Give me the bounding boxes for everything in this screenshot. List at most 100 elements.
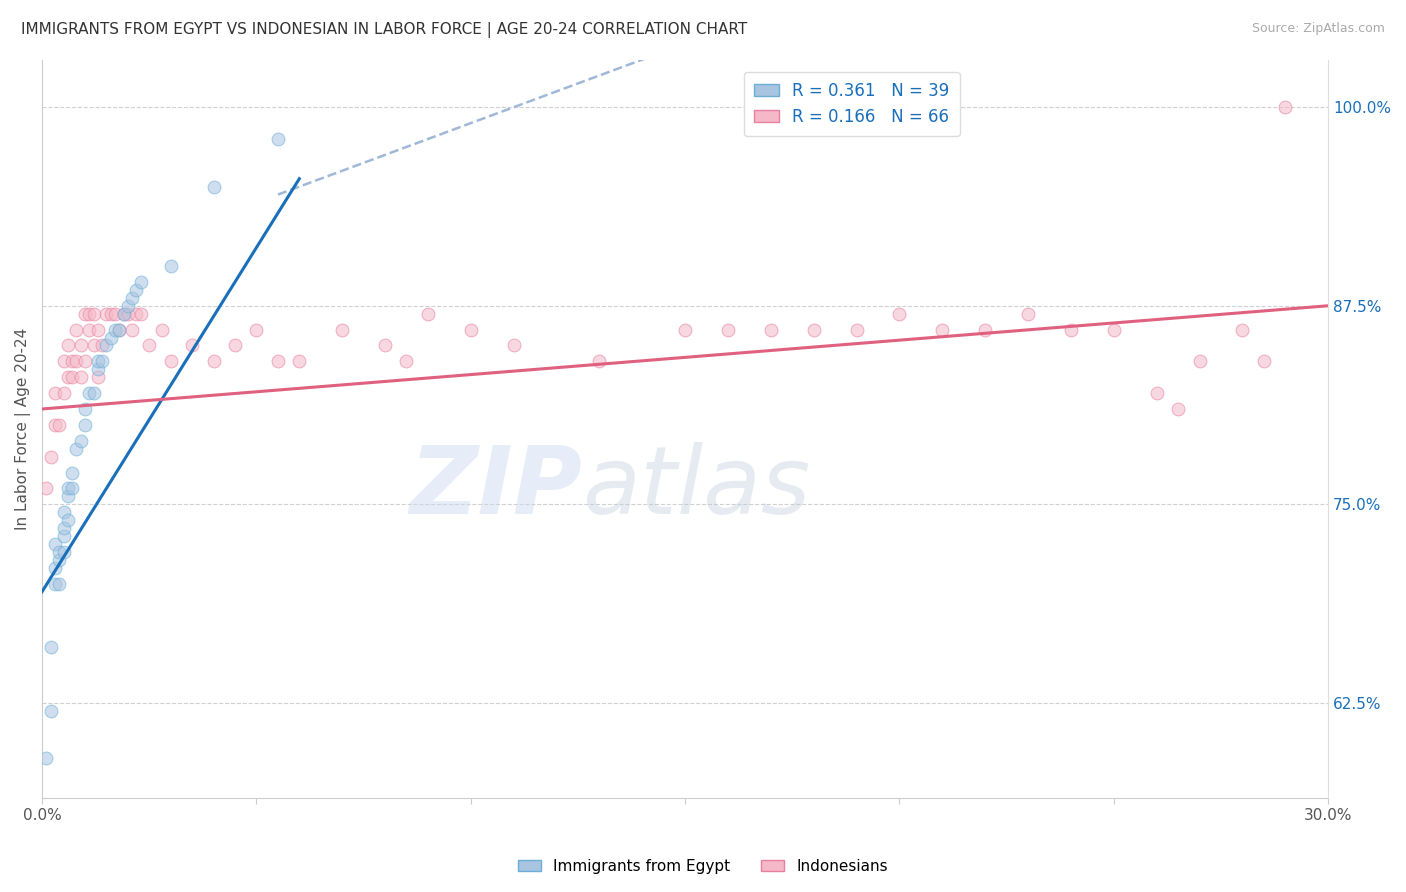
Point — [83, 338, 105, 352]
Point — [73, 401, 96, 416]
Point — [65, 442, 87, 456]
Y-axis label: In Labor Force | Age 20-24: In Labor Force | Age 20-24 — [15, 327, 31, 530]
Point — [931, 322, 953, 336]
Point — [267, 132, 290, 146]
Text: ZIP: ZIP — [409, 442, 582, 534]
Point — [35, 751, 58, 765]
Point — [56, 370, 79, 384]
Point — [52, 545, 75, 559]
Text: IMMIGRANTS FROM EGYPT VS INDONESIAN IN LABOR FORCE | AGE 20-24 CORRELATION CHART: IMMIGRANTS FROM EGYPT VS INDONESIAN IN L… — [21, 22, 748, 38]
Point — [65, 354, 87, 368]
Point — [181, 338, 204, 352]
Point — [39, 704, 62, 718]
Point — [121, 322, 143, 336]
Point — [100, 307, 122, 321]
Point — [202, 354, 225, 368]
Point — [100, 330, 122, 344]
Point — [44, 561, 66, 575]
Point — [83, 307, 105, 321]
Point — [87, 362, 110, 376]
Point — [96, 307, 118, 321]
Point — [288, 354, 311, 368]
Point — [87, 322, 110, 336]
Point — [48, 576, 70, 591]
Point — [803, 322, 825, 336]
Point — [129, 307, 152, 321]
Point — [69, 370, 91, 384]
Point — [588, 354, 610, 368]
Point — [395, 354, 418, 368]
Point — [60, 370, 83, 384]
Point — [48, 417, 70, 432]
Point — [673, 322, 696, 336]
Point — [125, 307, 148, 321]
Point — [112, 307, 135, 321]
Point — [60, 354, 83, 368]
Point — [112, 307, 135, 321]
Point — [35, 482, 58, 496]
Text: Source: ZipAtlas.com: Source: ZipAtlas.com — [1251, 22, 1385, 36]
Legend: R = 0.361   N = 39, R = 0.166   N = 66: R = 0.361 N = 39, R = 0.166 N = 66 — [744, 71, 960, 136]
Point — [52, 521, 75, 535]
Text: atlas: atlas — [582, 442, 810, 533]
Point — [108, 322, 131, 336]
Point — [889, 307, 911, 321]
Point — [52, 386, 75, 401]
Point — [56, 513, 79, 527]
Point — [1060, 322, 1083, 336]
Point — [73, 307, 96, 321]
Point — [83, 386, 105, 401]
Point — [117, 299, 139, 313]
Point — [1167, 401, 1189, 416]
Point — [1188, 354, 1211, 368]
Point — [104, 322, 127, 336]
Legend: Immigrants from Egypt, Indonesians: Immigrants from Egypt, Indonesians — [512, 853, 894, 880]
Point — [60, 482, 83, 496]
Point — [56, 489, 79, 503]
Point — [91, 338, 114, 352]
Point — [416, 307, 439, 321]
Point — [374, 338, 396, 352]
Point — [1102, 322, 1125, 336]
Point — [104, 307, 127, 321]
Point — [73, 417, 96, 432]
Point — [224, 338, 246, 352]
Point — [96, 338, 118, 352]
Point — [1146, 386, 1168, 401]
Point — [60, 466, 83, 480]
Point — [108, 322, 131, 336]
Point — [52, 354, 75, 368]
Point — [150, 322, 173, 336]
Point — [39, 640, 62, 655]
Point — [69, 338, 91, 352]
Point — [48, 545, 70, 559]
Point — [974, 322, 997, 336]
Point — [91, 354, 114, 368]
Point — [56, 338, 79, 352]
Point — [77, 307, 100, 321]
Point — [52, 529, 75, 543]
Point — [717, 322, 740, 336]
Point — [330, 322, 353, 336]
Point — [202, 179, 225, 194]
Point — [1232, 322, 1254, 336]
Point — [121, 291, 143, 305]
Point — [138, 338, 160, 352]
Point — [87, 370, 110, 384]
Point — [44, 576, 66, 591]
Point — [129, 275, 152, 289]
Point — [125, 283, 148, 297]
Point — [1274, 100, 1296, 114]
Point — [44, 386, 66, 401]
Point — [502, 338, 524, 352]
Point — [1017, 307, 1039, 321]
Point — [87, 354, 110, 368]
Point — [65, 322, 87, 336]
Point — [39, 450, 62, 464]
Point — [759, 322, 782, 336]
Point — [48, 553, 70, 567]
Point — [1253, 354, 1275, 368]
Point — [44, 417, 66, 432]
Point — [73, 354, 96, 368]
Point — [845, 322, 868, 336]
